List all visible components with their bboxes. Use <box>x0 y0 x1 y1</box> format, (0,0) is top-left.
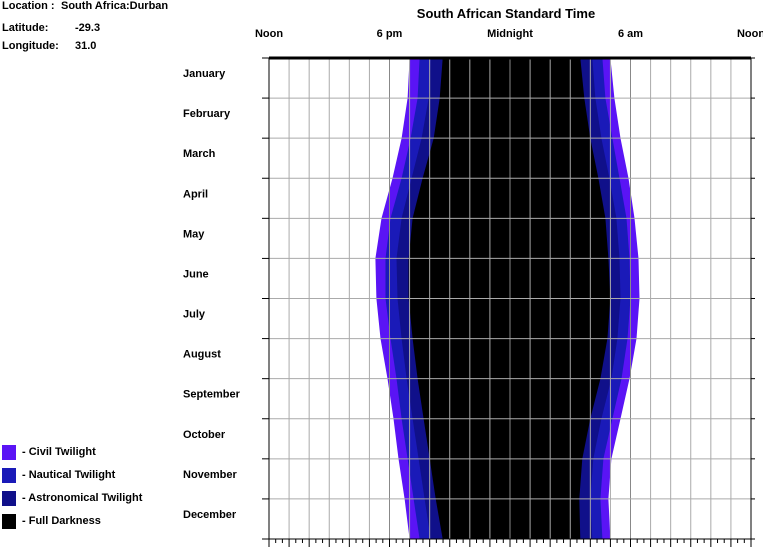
month-label: August <box>183 349 221 361</box>
x-tick-label: Noon <box>737 28 763 40</box>
legend-item: - Astronomical Twilight <box>2 490 142 506</box>
month-label: July <box>183 309 206 321</box>
location-label: Location : <box>2 0 55 12</box>
x-axis-labels: Noon 6 pm Midnight 6 am Noon <box>255 28 763 40</box>
y-axis-labels: January February March April May June July Augu… <box>183 68 241 521</box>
legend-item: - Nautical Twilight <box>2 467 115 483</box>
x-tick-label: 6 am <box>618 28 643 40</box>
legend-label: - Full Darkness <box>22 515 101 527</box>
legend-label: - Astronomical Twilight <box>22 492 143 504</box>
longitude-value: 31.0 <box>75 40 97 52</box>
month-label: January <box>183 68 226 80</box>
legend-swatch <box>2 513 16 529</box>
legend-item: - Civil Twilight <box>2 444 96 460</box>
latitude-value: -29.3 <box>75 22 101 34</box>
month-label: September <box>183 389 241 401</box>
longitude-label: Longitude: <box>2 40 59 52</box>
chart-title: South African Standard Time <box>417 6 595 21</box>
legend-label: - Civil Twilight <box>22 446 96 458</box>
x-tick-label: Midnight <box>487 28 533 40</box>
month-label: November <box>183 469 238 481</box>
legend-item: - Full Darkness <box>2 513 101 529</box>
month-label: May <box>183 228 205 240</box>
legend-swatch <box>2 444 16 460</box>
legend-label: - Nautical Twilight <box>22 469 116 481</box>
month-label: April <box>183 188 208 200</box>
x-tick-label: Noon <box>255 28 283 40</box>
grid-layer <box>262 57 755 547</box>
legend-swatch <box>2 490 16 506</box>
month-label: June <box>183 268 209 280</box>
x-tick-label: 6 pm <box>377 28 403 40</box>
location-value: South Africa:Durban <box>61 0 169 12</box>
month-label: October <box>183 429 226 441</box>
legend-swatch <box>2 467 16 483</box>
month-label: February <box>183 108 231 120</box>
latitude-label: Latitude: <box>2 22 49 34</box>
month-label: March <box>183 148 216 160</box>
month-label: December <box>183 509 237 521</box>
